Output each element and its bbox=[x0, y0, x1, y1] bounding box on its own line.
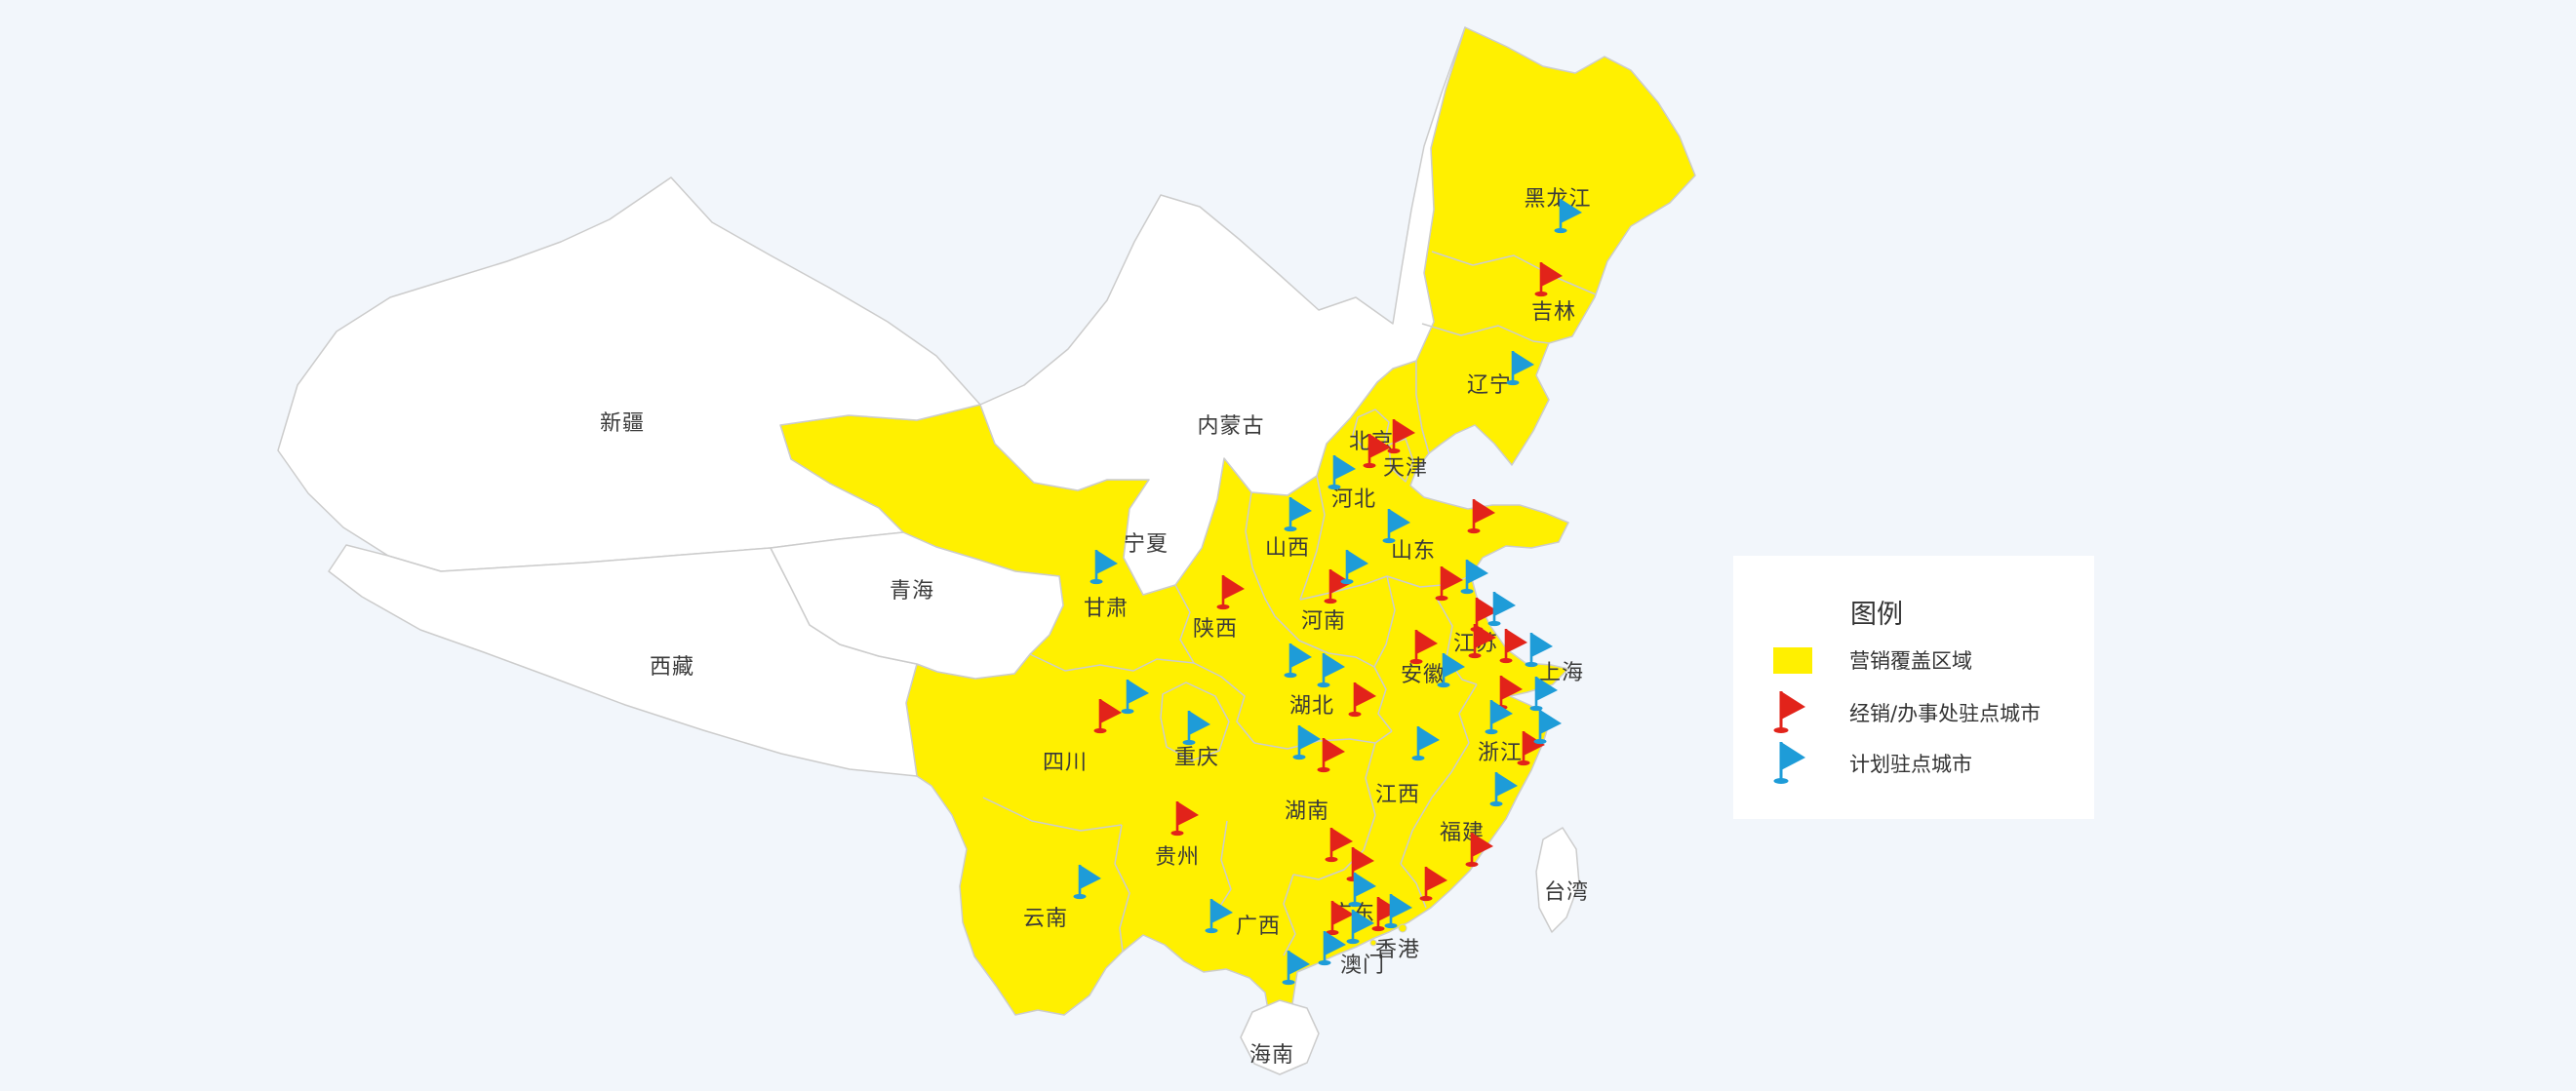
planned-flag-icon bbox=[1437, 652, 1466, 688]
planned-flag-icon bbox=[1554, 198, 1583, 234]
dealer-flag-icon bbox=[1468, 623, 1497, 659]
region-hongkong-dot bbox=[1398, 923, 1407, 933]
dealer-flag-icon bbox=[1773, 690, 1818, 735]
planned-flag-icon bbox=[1205, 898, 1234, 934]
planned-flag-icon bbox=[1384, 893, 1413, 929]
region-northeast-covered bbox=[1415, 26, 1696, 466]
dealer-flag-icon bbox=[1534, 261, 1564, 297]
legend-panel: 图例 营销覆盖区域 经销/办事处驻点城市 bbox=[1733, 556, 2094, 819]
dealer-flag-icon bbox=[1517, 730, 1546, 766]
dealer-flag-icon bbox=[1216, 574, 1246, 610]
planned-flag-icon bbox=[1317, 652, 1346, 688]
planned-flag-icon bbox=[1485, 699, 1514, 735]
planned-flag-icon bbox=[1340, 549, 1369, 585]
dealer-flag-icon bbox=[1363, 433, 1392, 469]
legend-item-label: 营销覆盖区域 bbox=[1849, 649, 1972, 673]
legend-item-coverage: 营销覆盖区域 bbox=[1773, 645, 1972, 675]
region-xinjiang bbox=[277, 176, 981, 572]
region-taiwan bbox=[1535, 827, 1580, 933]
planned-flag-icon bbox=[1489, 771, 1519, 807]
planned-flag-icon bbox=[1506, 350, 1535, 386]
planned-flag-icon bbox=[1090, 549, 1119, 585]
dealer-flag-icon bbox=[1093, 698, 1123, 734]
planned-flag-icon bbox=[1525, 632, 1554, 668]
coverage-swatch-icon bbox=[1773, 646, 1818, 674]
dealer-flag-icon bbox=[1499, 628, 1528, 664]
legend-title: 图例 bbox=[1850, 600, 1903, 630]
planned-flag-icon bbox=[1348, 872, 1377, 908]
region-macau-dot bbox=[1369, 939, 1377, 947]
dealer-flag-icon bbox=[1419, 866, 1448, 902]
legend-item-dealer: 经销/办事处驻点城市 bbox=[1773, 690, 2041, 735]
planned-flag-icon bbox=[1073, 864, 1102, 900]
planned-flag-icon bbox=[1282, 950, 1311, 986]
dealer-flag-icon bbox=[1170, 800, 1200, 837]
planned-flag-icon bbox=[1533, 709, 1563, 745]
province-borders bbox=[982, 251, 1597, 956]
planned-flag-icon bbox=[1284, 496, 1313, 532]
legend-item-label: 计划驻点城市 bbox=[1849, 753, 1972, 776]
planned-flag-icon bbox=[1460, 559, 1489, 595]
region-hainan bbox=[1240, 999, 1320, 1075]
planned-flag-icon bbox=[1318, 930, 1347, 966]
dealer-flag-icon bbox=[1348, 682, 1377, 718]
dealer-flag-icon bbox=[1465, 832, 1494, 868]
dealer-flag-icon bbox=[1371, 896, 1401, 932]
dealer-flag-icon bbox=[1317, 737, 1346, 773]
dealer-flag-icon bbox=[1326, 900, 1355, 936]
dealer-flag-icon bbox=[1409, 629, 1439, 665]
planned-flag-icon bbox=[1529, 676, 1559, 712]
planned-flag-icon bbox=[1284, 643, 1313, 679]
planned-flag-icon bbox=[1487, 591, 1517, 627]
dealer-flag-icon bbox=[1467, 498, 1496, 534]
planned-flag-icon bbox=[1328, 454, 1357, 490]
dealer-flag-icon bbox=[1435, 565, 1464, 602]
legend-item-label: 经销/办事处驻点城市 bbox=[1849, 702, 2041, 725]
planned-flag-icon bbox=[1121, 679, 1150, 715]
planned-flag-icon bbox=[1411, 725, 1441, 761]
planned-flag-icon bbox=[1382, 508, 1411, 544]
planned-flag-icon bbox=[1773, 741, 1818, 786]
planned-flag-icon bbox=[1182, 710, 1211, 746]
region-inner-mongolia bbox=[979, 26, 1466, 596]
legend-item-planned: 计划驻点城市 bbox=[1773, 741, 1972, 786]
dealer-flag-icon bbox=[1387, 418, 1416, 454]
dealer-flag-icon bbox=[1325, 827, 1354, 863]
planned-flag-icon bbox=[1346, 909, 1375, 945]
planned-flag-icon bbox=[1292, 724, 1322, 760]
